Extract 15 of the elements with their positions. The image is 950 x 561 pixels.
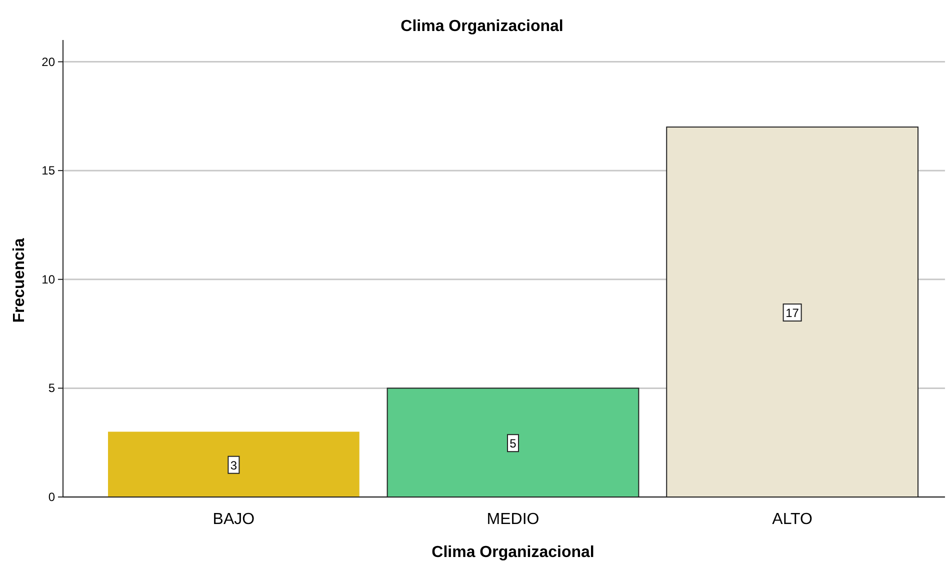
- x-tick-label: MEDIO: [486, 511, 540, 528]
- data-label: 3: [230, 458, 238, 472]
- chart-title: Clima Organizacional: [400, 18, 564, 35]
- y-tick-label: 15: [42, 164, 56, 178]
- data-label: 17: [786, 306, 800, 320]
- y-tick-label: 10: [42, 272, 56, 286]
- y-axis-title: Frecuencia: [11, 238, 28, 323]
- data-label: 5: [510, 436, 517, 451]
- x-tick-label: BAJO: [212, 511, 255, 528]
- y-tick-label: 5: [48, 381, 56, 396]
- y-tick-label: 0: [48, 490, 56, 504]
- bar: [108, 432, 360, 497]
- x-tick-label: ALTO: [772, 511, 812, 528]
- y-tick-label: 20: [42, 54, 56, 69]
- x-axis-title: Clima Organizacional: [432, 544, 594, 561]
